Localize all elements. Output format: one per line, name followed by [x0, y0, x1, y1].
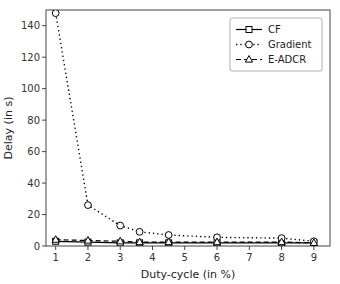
point	[310, 238, 317, 245]
y-tick-label: 120	[21, 52, 40, 63]
y-tick	[42, 214, 46, 215]
y-axis-label: Delay (in s)	[2, 97, 15, 160]
y-tick	[42, 151, 46, 152]
legend: CF Gradient E-ADCR	[230, 18, 322, 71]
x-tick-label: 6	[214, 252, 220, 263]
point	[85, 202, 92, 209]
y-tick	[42, 246, 46, 247]
point	[136, 228, 143, 235]
x-tick-label: 3	[117, 252, 123, 263]
x-tick	[313, 246, 314, 250]
x-tick	[55, 246, 56, 250]
x-tick-label: 4	[149, 252, 155, 263]
x-tick-label: 2	[85, 252, 91, 263]
point	[52, 236, 59, 243]
y-tick-label: 40	[27, 178, 40, 189]
y-tick	[42, 88, 46, 89]
x-tick	[281, 246, 282, 250]
legend-marker	[246, 27, 252, 33]
y-tick-label: 100	[21, 83, 40, 94]
x-tick-label: 8	[278, 252, 284, 263]
legend-label: Gradient	[268, 39, 312, 50]
legend-marker	[245, 56, 252, 63]
y-tick-label: 20	[27, 209, 40, 220]
x-tick-label: 9	[311, 252, 317, 263]
legend-frame	[230, 18, 322, 71]
point	[84, 236, 91, 243]
plot-area	[52, 10, 317, 246]
x-tick	[120, 246, 121, 250]
point	[117, 237, 124, 244]
x-tick	[152, 246, 153, 250]
x-tick-label: 5	[182, 252, 188, 263]
plot-frame	[46, 10, 330, 246]
point	[310, 239, 317, 246]
series-line	[56, 13, 314, 241]
x-axis-label: Duty-cycle (in %)	[141, 268, 236, 281]
legend-label: CF	[268, 24, 281, 35]
y-tick	[42, 57, 46, 58]
x-tick	[249, 246, 250, 250]
point	[52, 10, 59, 17]
x-tick-label: 1	[52, 252, 58, 263]
y-tick	[42, 25, 46, 26]
point	[117, 222, 124, 229]
y-tick	[42, 120, 46, 121]
point	[165, 238, 172, 245]
x-tick-label: 7	[246, 252, 252, 263]
x-tick	[184, 246, 185, 250]
point	[213, 238, 220, 245]
series-line	[56, 240, 314, 243]
chart: 1 2 3 4 5 6 7 8 9 0 20 40 60 80 100 120 140 Duty-cycle (i…	[0, 0, 340, 284]
y-tick-label: 0	[34, 241, 40, 252]
legend-label: E-ADCR	[268, 54, 306, 65]
legend-marker	[246, 41, 253, 48]
x-tick	[87, 246, 88, 250]
point	[278, 238, 285, 245]
y-tick-label: 140	[21, 20, 40, 31]
y-tick-label: 80	[27, 115, 40, 126]
y-tick-label: 60	[27, 146, 40, 157]
y-tick	[42, 183, 46, 184]
point	[136, 238, 143, 245]
x-tick	[217, 246, 218, 250]
